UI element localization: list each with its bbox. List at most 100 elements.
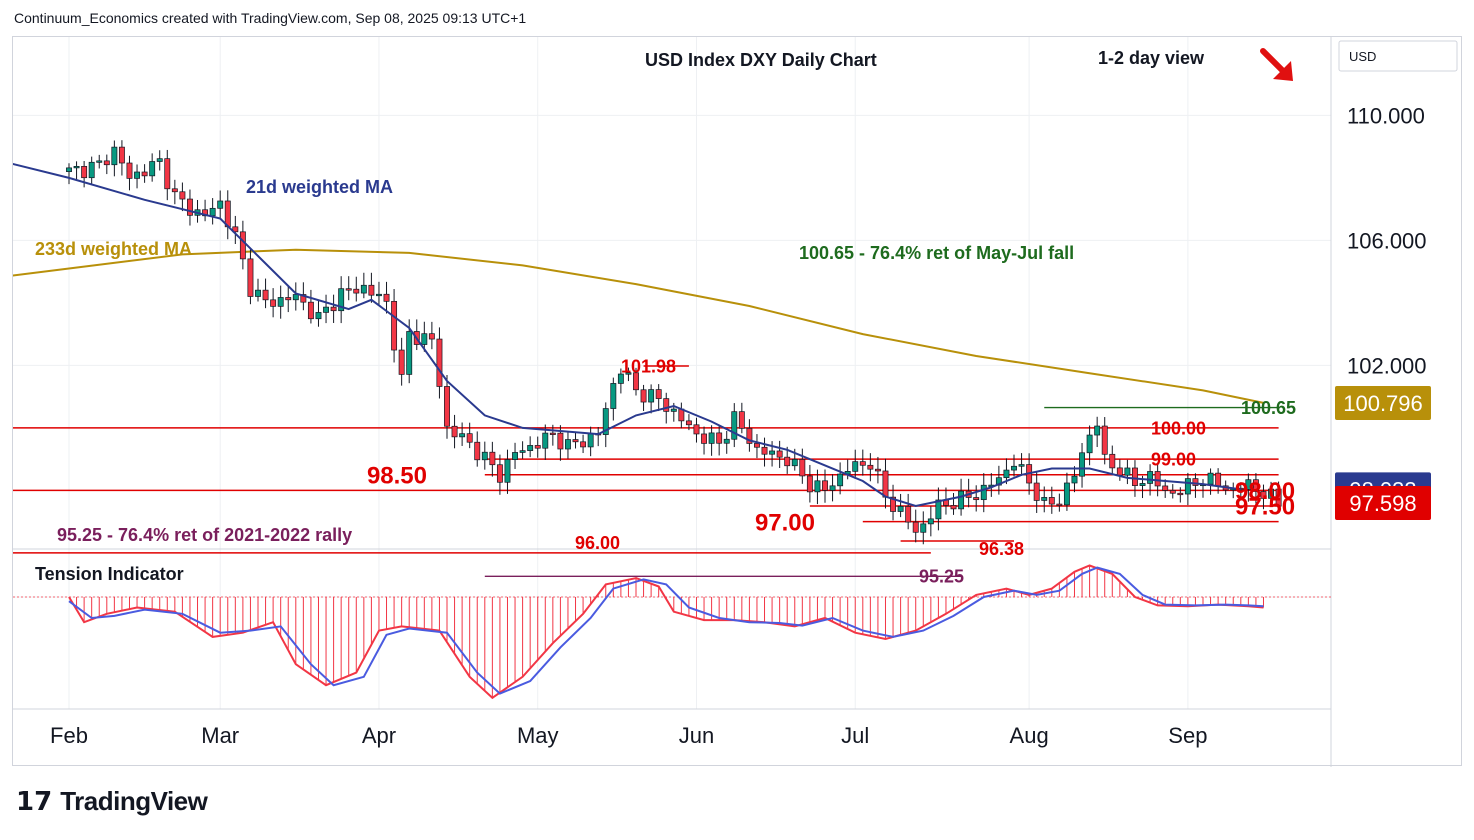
candle-body bbox=[1079, 452, 1085, 477]
candle bbox=[912, 509, 919, 543]
price-badge-100.796: 100.796 bbox=[1335, 386, 1431, 420]
ma233-layer bbox=[13, 248, 1264, 404]
candle-body bbox=[580, 441, 587, 448]
tension-blue-line bbox=[68, 566, 1264, 695]
candle bbox=[1086, 425, 1093, 466]
candle bbox=[353, 276, 360, 302]
candle bbox=[723, 430, 730, 454]
candle bbox=[1056, 493, 1063, 512]
candle bbox=[587, 426, 594, 457]
footer-brand: TradingView bbox=[60, 786, 208, 816]
candle bbox=[549, 424, 556, 446]
candle-body bbox=[746, 427, 753, 444]
footer-logo[interactable]: 17 TradingView bbox=[16, 786, 208, 817]
candle bbox=[527, 436, 534, 458]
candle bbox=[277, 285, 284, 319]
candle-body bbox=[444, 386, 450, 427]
candle bbox=[716, 424, 723, 456]
candle-body bbox=[1252, 479, 1259, 492]
candle bbox=[232, 215, 239, 244]
candle-body bbox=[270, 299, 277, 307]
candle-body bbox=[905, 506, 912, 523]
currency-box bbox=[1338, 40, 1458, 72]
candle bbox=[436, 327, 443, 399]
candle bbox=[209, 198, 216, 225]
chart-svg: USD 110.000 106.000 102.000 Feb Mar Apr May Ju… bbox=[13, 37, 1458, 767]
candle bbox=[224, 190, 231, 240]
candle bbox=[678, 402, 685, 429]
candle-body bbox=[814, 480, 821, 493]
currency-label: USD bbox=[1349, 49, 1376, 64]
candle bbox=[1268, 481, 1274, 507]
candle-body bbox=[731, 411, 738, 440]
candle-body bbox=[1124, 467, 1131, 476]
candle-body bbox=[738, 411, 745, 429]
candle-body bbox=[345, 288, 352, 291]
candle bbox=[882, 458, 889, 509]
candle-body bbox=[1033, 482, 1040, 501]
candle-body bbox=[164, 158, 171, 190]
candle-body bbox=[466, 433, 473, 443]
candle bbox=[383, 281, 390, 314]
candle bbox=[315, 300, 322, 327]
candle-body bbox=[927, 518, 934, 525]
candle bbox=[980, 473, 987, 513]
candle bbox=[534, 436, 541, 458]
candle bbox=[292, 282, 299, 311]
candle-body bbox=[255, 289, 261, 297]
candle bbox=[693, 417, 700, 443]
candle-body bbox=[587, 433, 594, 448]
candle-body bbox=[1041, 497, 1048, 501]
candle bbox=[126, 155, 133, 191]
candle-body bbox=[134, 171, 140, 179]
candle-body bbox=[754, 443, 760, 448]
candle bbox=[761, 437, 768, 467]
x-tick-label: Mar bbox=[201, 723, 239, 748]
chart-frame[interactable]: USD 110.000 106.000 102.000 Feb Mar Apr May Ju… bbox=[12, 36, 1462, 767]
candle bbox=[466, 422, 473, 449]
candle-body bbox=[1154, 471, 1161, 487]
candle-body bbox=[1101, 425, 1108, 455]
candle bbox=[398, 337, 405, 386]
candle-body bbox=[73, 166, 80, 169]
tension-layer bbox=[13, 564, 1331, 700]
candle-body bbox=[481, 451, 488, 461]
candle-body bbox=[1003, 469, 1010, 479]
candle bbox=[262, 278, 269, 309]
candle bbox=[1200, 479, 1206, 498]
candle bbox=[202, 199, 209, 222]
candle bbox=[935, 487, 942, 531]
candle-body bbox=[383, 293, 390, 302]
candle bbox=[685, 414, 692, 431]
candle bbox=[565, 431, 571, 459]
candle bbox=[360, 272, 367, 299]
candle bbox=[973, 485, 980, 512]
candle bbox=[118, 140, 125, 176]
candle-body bbox=[1132, 467, 1138, 486]
candle bbox=[580, 434, 587, 454]
candle-body bbox=[171, 188, 178, 193]
candle-body bbox=[1018, 464, 1025, 467]
candle bbox=[602, 402, 609, 448]
candle bbox=[489, 441, 496, 477]
candle-body bbox=[549, 432, 556, 435]
tension-indicator-label: Tension Indicator bbox=[35, 564, 184, 584]
candle bbox=[307, 289, 314, 324]
price-badge-bg bbox=[1335, 386, 1431, 420]
candle-body bbox=[776, 450, 783, 458]
candle bbox=[88, 156, 95, 185]
candle bbox=[784, 446, 791, 474]
candle-body bbox=[330, 306, 337, 312]
candle bbox=[96, 154, 103, 169]
candle-body bbox=[111, 146, 118, 166]
candle bbox=[837, 462, 844, 495]
candle-body bbox=[1184, 478, 1191, 495]
candle bbox=[1018, 453, 1025, 476]
candle bbox=[134, 164, 140, 189]
candle-body bbox=[1207, 472, 1214, 485]
candle-body bbox=[708, 432, 715, 444]
candle bbox=[708, 425, 715, 456]
candle bbox=[1071, 466, 1078, 493]
candle-body bbox=[1169, 490, 1176, 494]
candle bbox=[822, 469, 828, 503]
